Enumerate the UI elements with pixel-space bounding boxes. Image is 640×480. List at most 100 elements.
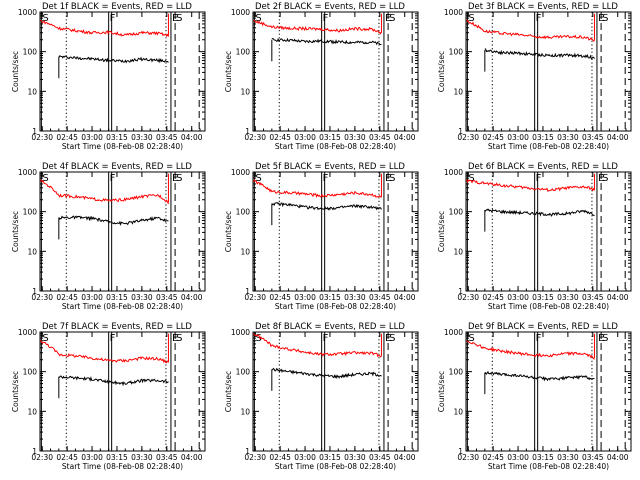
x-tick-label: 03:15 — [319, 293, 341, 302]
panel-title: Det 1f BLACK = Events, RED = LLD — [42, 2, 192, 12]
x-tick-label: 04:00 — [394, 453, 416, 462]
y-tick-label: 1000 — [444, 328, 463, 337]
marker-label: F — [323, 333, 329, 344]
marker-label: S — [602, 333, 608, 344]
x-tick-label: 03:45 — [582, 293, 604, 302]
x-tick-label: 02:45 — [56, 293, 78, 302]
y-tick-label: 1 — [458, 447, 463, 456]
x-axis-label: Start Time (08-Feb-08 02:28:40) — [275, 142, 396, 151]
marker-label: F — [536, 333, 542, 344]
x-tick-label: 02:30 — [457, 293, 479, 302]
plot-frame — [39, 171, 206, 292]
panel-title: Det 8f BLACK = Events, RED = LLD — [255, 322, 405, 332]
marker-label: F — [536, 13, 542, 24]
x-axis-label: Start Time (08-Feb-08 02:28:40) — [62, 142, 183, 151]
y-axis-label: Counts/sec — [11, 211, 20, 252]
x-tick-label: 03:15 — [319, 133, 341, 142]
marker-label: S — [389, 173, 395, 184]
x-axis-label: Start Time (08-Feb-08 02:28:40) — [275, 302, 396, 311]
panel-det-1: Det 1f BLACK = Events, RED = LLD 1 10 100 10… — [11, 2, 206, 151]
events-series-line — [58, 55, 169, 64]
x-tick-label: 03:30 — [344, 453, 366, 462]
x-axis-label: Start Time (08-Feb-08 02:28:40) — [488, 462, 609, 471]
lld-series-line — [466, 19, 595, 42]
y-tick-label: 10 — [240, 407, 250, 416]
x-tick-label: 02:30 — [457, 133, 479, 142]
x-tick-label: 04:00 — [181, 293, 203, 302]
panel-title: Det 5f BLACK = Events, RED = LLD — [255, 162, 405, 172]
panel-det-6: Det 6f BLACK = Events, RED = LLD 1 10 100 10… — [437, 162, 632, 311]
panel-title: Det 2f BLACK = Events, RED = LLD — [255, 2, 405, 12]
x-tick-label: 02:30 — [244, 453, 266, 462]
plot-frame — [252, 171, 419, 292]
x-tick-label: 03:00 — [507, 293, 529, 302]
x-tick-label: 02:30 — [244, 293, 266, 302]
y-tick-label: 100 — [23, 208, 38, 217]
y-tick-label: 1000 — [444, 168, 463, 177]
marker-label: S — [176, 173, 182, 184]
x-tick-label: 03:45 — [582, 453, 604, 462]
y-tick-label: 1 — [458, 127, 463, 136]
marker-label: S — [602, 173, 608, 184]
panel-title: Det 3f BLACK = Events, RED = LLD — [468, 2, 618, 12]
x-tick-label: 03:00 — [294, 133, 316, 142]
x-tick-label: 02:30 — [31, 293, 53, 302]
x-tick-label: 03:30 — [344, 133, 366, 142]
y-axis-label: Counts/sec — [437, 371, 446, 412]
marker-label: S — [602, 13, 608, 24]
x-tick-label: 02:45 — [482, 453, 504, 462]
x-tick-label: 03:45 — [369, 293, 391, 302]
lld-series-line — [253, 178, 382, 198]
events-series-line — [271, 37, 382, 46]
x-tick-label: 02:30 — [244, 133, 266, 142]
y-tick-label: 100 — [23, 48, 38, 57]
x-tick-label: 03:00 — [81, 293, 103, 302]
x-tick-label: 03:15 — [106, 453, 128, 462]
marker-label: F — [110, 13, 116, 24]
x-tick-label: 03:00 — [81, 133, 103, 142]
panel-det-8: Det 8f BLACK = Events, RED = LLD 1 10 100 10… — [224, 322, 419, 471]
events-series-line — [484, 370, 595, 382]
x-tick-label: 03:30 — [344, 293, 366, 302]
y-tick-label: 1000 — [231, 8, 250, 17]
y-tick-label: 10 — [453, 87, 463, 96]
marker-label: S — [468, 13, 474, 24]
y-tick-label: 1000 — [231, 328, 250, 337]
y-tick-label: 10 — [27, 87, 37, 96]
x-tick-label: 03:15 — [532, 453, 554, 462]
x-tick-label: 03:30 — [557, 453, 579, 462]
x-tick-label: 03:45 — [156, 453, 178, 462]
marker-label: S — [389, 333, 395, 344]
marker-label: S — [255, 13, 261, 24]
y-tick-label: 10 — [27, 407, 37, 416]
y-tick-label: 100 — [236, 48, 251, 57]
plot-frame — [465, 331, 632, 452]
x-tick-label: 03:15 — [106, 293, 128, 302]
marker-label: F — [110, 333, 116, 344]
y-tick-label: 1000 — [18, 8, 37, 17]
x-tick-label: 03:15 — [532, 293, 554, 302]
x-tick-label: 04:00 — [607, 293, 629, 302]
marker-label: S — [42, 333, 48, 344]
y-tick-label: 10 — [240, 247, 250, 256]
y-tick-label: 100 — [236, 208, 251, 217]
x-tick-label: 02:45 — [269, 133, 291, 142]
x-tick-label: 02:45 — [56, 133, 78, 142]
x-tick-label: 03:45 — [369, 453, 391, 462]
x-tick-label: 04:00 — [607, 133, 629, 142]
y-axis-label: Counts/sec — [224, 51, 233, 92]
marker-label: S — [176, 333, 182, 344]
y-axis-label: Counts/sec — [437, 211, 446, 252]
x-tick-label: 03:15 — [106, 133, 128, 142]
x-tick-label: 03:15 — [319, 453, 341, 462]
marker-label: F — [323, 173, 329, 184]
plot-frame — [39, 11, 206, 132]
y-tick-label: 100 — [449, 368, 464, 377]
x-tick-label: 02:45 — [56, 453, 78, 462]
x-tick-label: 02:45 — [482, 293, 504, 302]
marker-label: S — [42, 173, 48, 184]
y-tick-label: 1 — [458, 287, 463, 296]
y-axis-label: Counts/sec — [11, 371, 20, 412]
panel-det-4: Det 4f BLACK = Events, RED = LLD 1 10 100 10… — [11, 162, 206, 311]
